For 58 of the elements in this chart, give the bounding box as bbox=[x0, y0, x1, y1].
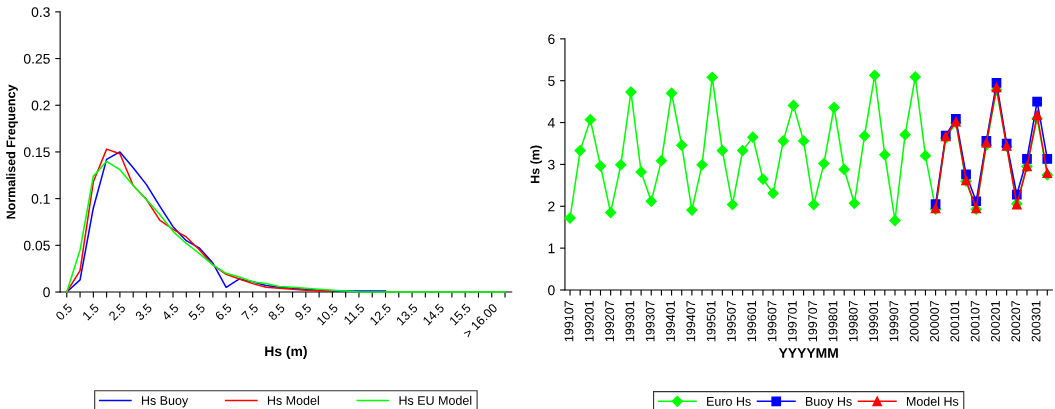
legend-label: Hs Model bbox=[267, 395, 319, 405]
x-tick-label: 8.5 bbox=[267, 303, 286, 321]
y-axis-title: Normalised Frequency bbox=[6, 84, 18, 219]
y-tick-label: 3 bbox=[548, 159, 555, 170]
x-tick-label: 6.5 bbox=[214, 303, 233, 321]
legend-label: Hs Buoy bbox=[141, 396, 189, 408]
legend-label: Buoy Hs bbox=[805, 397, 852, 409]
legend-label: Model Hs bbox=[906, 396, 959, 406]
y-tick-label: 4 bbox=[547, 118, 555, 128]
y-tick-label: 0 bbox=[43, 287, 50, 298]
x-tick-label: 3.5 bbox=[134, 303, 153, 321]
y-tick-label: 0.05 bbox=[23, 240, 50, 251]
x-axis-title: Hs (m) bbox=[265, 345, 307, 359]
x-tick-label: 200207 bbox=[1011, 301, 1021, 342]
legend-label: Hs EU Model bbox=[399, 395, 472, 405]
x-tick-label: 1.5 bbox=[82, 303, 100, 321]
x-tick-label: 9.5 bbox=[294, 303, 312, 321]
x-tick-label: 2.5 bbox=[108, 303, 127, 321]
y-tick-label: 0.15 bbox=[23, 147, 50, 158]
y-tick-label: 0 bbox=[548, 285, 555, 296]
x-tick-label: 199401 bbox=[666, 301, 675, 342]
y-tick-label: 0.3 bbox=[31, 7, 50, 18]
x-tick-label: 199807 bbox=[848, 301, 858, 342]
x-tick-label: 5.5 bbox=[187, 303, 206, 321]
x-tick-label: 199907 bbox=[889, 301, 899, 342]
y-tick-label: 2 bbox=[548, 201, 555, 212]
x-tick-label: 199301 bbox=[625, 301, 635, 342]
y-tick-label: 5 bbox=[548, 76, 555, 86]
x-tick-label: 0.5 bbox=[55, 303, 73, 321]
x-tick-label: 200107 bbox=[970, 301, 980, 342]
y-tick-label: 1 bbox=[548, 243, 555, 254]
x-tick-label: 200301 bbox=[1031, 301, 1041, 342]
legend-label: Euro Hs bbox=[707, 397, 751, 406]
x-tick-label: 199201 bbox=[584, 301, 594, 342]
x-tick-label: 199507 bbox=[727, 301, 736, 342]
x-tick-label: 200101 bbox=[950, 301, 960, 342]
y-axis-title: Hs (m) bbox=[530, 145, 542, 184]
x-tick-label: 199407 bbox=[686, 301, 696, 342]
x-tick-label: 4.5 bbox=[161, 303, 180, 322]
x-tick-label: 199801 bbox=[828, 301, 838, 342]
x-tick-label: 200007 bbox=[930, 301, 939, 342]
x-tick-label: 199901 bbox=[869, 301, 879, 342]
y-tick-label: 6 bbox=[548, 34, 555, 45]
x-tick-label: 199207 bbox=[605, 301, 614, 342]
x-tick-label: 199307 bbox=[645, 301, 655, 342]
y-tick-label: 0.25 bbox=[23, 53, 50, 64]
y-tick-label: 0.2 bbox=[31, 100, 50, 111]
x-axis-title: YYYYMM bbox=[778, 348, 838, 358]
x-tick-label: 199707 bbox=[808, 301, 818, 342]
x-tick-label: 199607 bbox=[767, 301, 777, 342]
x-tick-label: 7.5 bbox=[241, 303, 259, 321]
x-tick-label: 199601 bbox=[747, 301, 757, 342]
x-tick-label: 199701 bbox=[787, 301, 797, 342]
x-tick-label: 199107 bbox=[564, 301, 574, 342]
y-tick-label: 0.1 bbox=[31, 193, 50, 204]
x-tick-label: 199501 bbox=[706, 301, 716, 342]
x-tick-label: 200201 bbox=[991, 301, 1000, 342]
x-tick-label: 200001 bbox=[909, 301, 919, 342]
